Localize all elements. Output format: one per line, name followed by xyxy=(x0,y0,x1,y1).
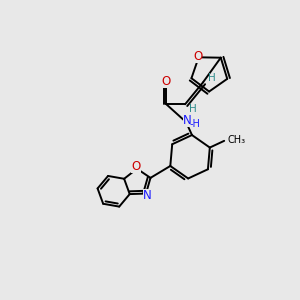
Text: H: H xyxy=(208,74,216,83)
Text: O: O xyxy=(193,50,202,63)
Text: N: N xyxy=(142,189,152,202)
Text: -H: -H xyxy=(190,119,200,129)
Text: N: N xyxy=(183,114,191,127)
Text: CH₃: CH₃ xyxy=(227,135,245,145)
Text: O: O xyxy=(131,160,141,173)
Text: O: O xyxy=(162,75,171,88)
Text: H: H xyxy=(189,104,197,114)
